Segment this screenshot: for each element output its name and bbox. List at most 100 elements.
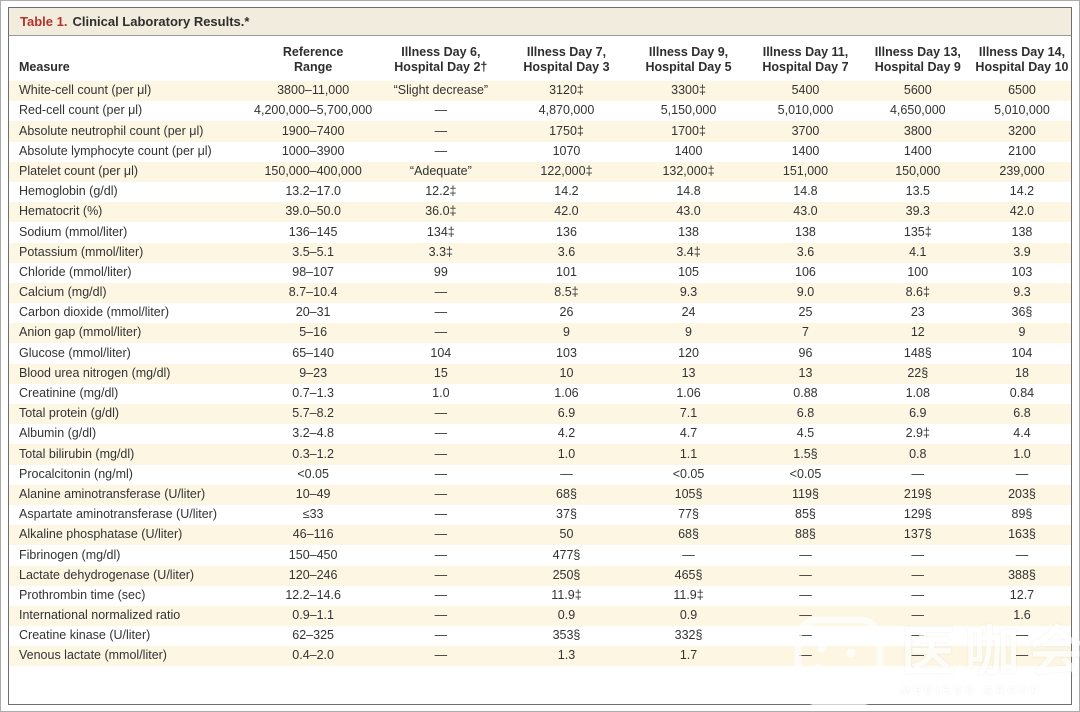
- value-cell: 3.2–4.8: [292, 426, 334, 441]
- measure-cell: Lactate dehydrogenase (U/liter): [19, 567, 195, 582]
- value-cell: 477§: [552, 547, 581, 562]
- value-cell: —: [434, 587, 448, 602]
- value-cell: 3300‡: [671, 83, 706, 98]
- table-row: Albumin (g/dl) 3.2–4.8 — 4.2 4.7 4.5 2.9‡ 4.4: [9, 424, 1071, 445]
- value-cell: 26: [559, 305, 574, 320]
- value-cell: 12.7: [1009, 587, 1035, 602]
- value-cell: 62–325: [292, 628, 334, 643]
- value-cell: 36.0‡: [425, 204, 457, 219]
- value-cell: 4.7: [679, 426, 698, 441]
- measure-cell: Prothrombin time (sec): [19, 587, 146, 602]
- column-header: Reference Range: [282, 44, 344, 75]
- value-cell: 1.08: [905, 386, 930, 401]
- value-cell: —: [434, 628, 448, 643]
- value-cell: 18: [1015, 365, 1029, 380]
- value-cell: 6.8: [796, 406, 815, 421]
- column-header: Illness Day 14, Hospital Day 10: [975, 44, 1069, 75]
- value-cell: 12.2‡: [425, 184, 457, 199]
- value-cell: —: [799, 648, 812, 663]
- value-cell: 122,000‡: [540, 163, 593, 178]
- value-cell: “Adequate”: [409, 163, 472, 178]
- value-cell: 14.2: [554, 184, 579, 199]
- value-cell: 0.9–1.1: [292, 608, 334, 623]
- value-cell: 104: [430, 345, 452, 360]
- value-cell: 9: [1018, 325, 1026, 340]
- table-row: Prothrombin time (sec) 12.2–14.6 — 11.9‡ 11.…: [9, 585, 1071, 606]
- value-cell: 4.5: [796, 426, 815, 441]
- measure-cell: Albumin (g/dl): [19, 426, 97, 441]
- value-cell: 1070: [552, 143, 581, 158]
- value-cell: 103: [556, 345, 577, 360]
- value-cell: 14.2: [1009, 184, 1035, 199]
- value-cell: —: [434, 285, 448, 300]
- value-cell: —: [911, 608, 925, 623]
- table-row: Calcium (mg/dl) 8.7–10.4 — 8.5‡ 9.3 9.0 8.6‡ 9.…: [9, 282, 1071, 304]
- measure-cell: Glucose (mmol/liter): [19, 345, 131, 360]
- value-cell: 105: [678, 264, 699, 279]
- value-cell: <0.05: [789, 466, 822, 481]
- measure-cell: White-cell count (per μl): [19, 83, 152, 98]
- value-cell: 150,000–400,000: [264, 163, 362, 178]
- value-cell: 88§: [795, 527, 816, 542]
- value-cell: 138: [678, 224, 699, 239]
- value-cell: 20–31: [295, 305, 331, 320]
- value-cell: 1400: [791, 143, 820, 158]
- value-cell: —: [682, 547, 695, 562]
- measure-cell: Aspartate aminotransferase (U/liter): [19, 507, 217, 522]
- value-cell: —: [434, 103, 448, 118]
- value-cell: —: [434, 567, 448, 582]
- value-cell: 43.0: [676, 204, 701, 219]
- value-cell: 6.8: [1013, 406, 1031, 421]
- value-cell: 1.7: [679, 648, 698, 663]
- value-cell: 12.2–14.6: [285, 587, 341, 602]
- table-row: Hemoglobin (g/dl) 13.2–17.0 12.2‡ 14.2 14.8 1…: [9, 181, 1071, 203]
- value-cell: 465§: [674, 567, 703, 582]
- table-row: Potassium (mmol/liter) 3.5–5.1 3.3‡ 3.6 3.4‡…: [9, 242, 1071, 263]
- value-cell: 4.1: [909, 244, 927, 259]
- column-header: Illness Day 9, Hospital Day 5: [645, 44, 732, 75]
- value-cell: 5.7–8.2: [292, 406, 334, 421]
- table-row: Sodium (mmol/liter) 136–145 134‡ 136 138 138 1…: [9, 222, 1071, 243]
- column-header: Illness Day 6, Hospital Day 2†: [394, 44, 488, 75]
- value-cell: —: [911, 587, 925, 602]
- value-cell: —: [560, 466, 573, 481]
- table-row: Creatine kinase (U/liter) 62–325 — 353§ 332§…: [9, 626, 1071, 647]
- value-cell: —: [434, 507, 448, 522]
- measure-cell: Absolute neutrophil count (per μl): [19, 123, 204, 138]
- table-header: Measure Reference Range Illness Day 6, Hos…: [9, 36, 1071, 81]
- value-cell: 9–23: [299, 365, 328, 380]
- value-cell: 1.3: [557, 648, 576, 663]
- measure-cell: Alanine aminotransferase (U/liter): [19, 486, 206, 501]
- value-cell: 7.1: [679, 406, 698, 421]
- value-cell: 77§: [678, 507, 699, 522]
- value-cell: 24: [681, 305, 696, 320]
- value-cell: 0.9: [679, 608, 698, 623]
- value-cell: 6.9: [557, 406, 576, 421]
- value-cell: 353§: [552, 628, 581, 643]
- value-cell: 1.5§: [793, 446, 818, 461]
- value-cell: 98–107: [292, 264, 334, 279]
- value-cell: 8.6‡: [905, 285, 930, 300]
- value-cell: —: [1015, 547, 1029, 562]
- value-cell: 4,200,000–5,700,000: [254, 103, 373, 118]
- table-row: Alkaline phosphatase (U/liter) 46–116 — 50 6…: [9, 525, 1071, 546]
- measure-cell: Total bilirubin (mg/dl): [19, 446, 135, 461]
- value-cell: 14.8: [793, 184, 818, 199]
- measure-cell: Anion gap (mmol/liter): [19, 325, 142, 340]
- value-cell: 3.6: [796, 244, 815, 259]
- measure-cell: Fibrinogen (mg/dl): [19, 547, 121, 562]
- table-row: Total bilirubin (mg/dl) 0.3–1.2 — 1.0 1.1 1.5…: [9, 444, 1071, 465]
- measure-cell: Blood urea nitrogen (mg/dl): [19, 365, 171, 380]
- value-cell: 120–246: [288, 567, 338, 582]
- value-cell: 5,150,000: [660, 103, 717, 118]
- value-cell: 250§: [552, 567, 581, 582]
- table-title-band: Table 1. Clinical Laboratory Results.*: [9, 8, 1071, 36]
- value-cell: 3.6: [557, 244, 576, 259]
- table-row: International normalized ratio 0.9–1.1 — 0.…: [9, 605, 1071, 627]
- measure-cell: Creatinine (mg/dl): [19, 386, 119, 401]
- table-row: Alanine aminotransferase (U/liter) 10–49 —…: [9, 484, 1071, 505]
- value-cell: 15: [433, 365, 448, 380]
- value-cell: 9.3: [679, 285, 698, 300]
- value-cell: 1.06: [676, 386, 701, 401]
